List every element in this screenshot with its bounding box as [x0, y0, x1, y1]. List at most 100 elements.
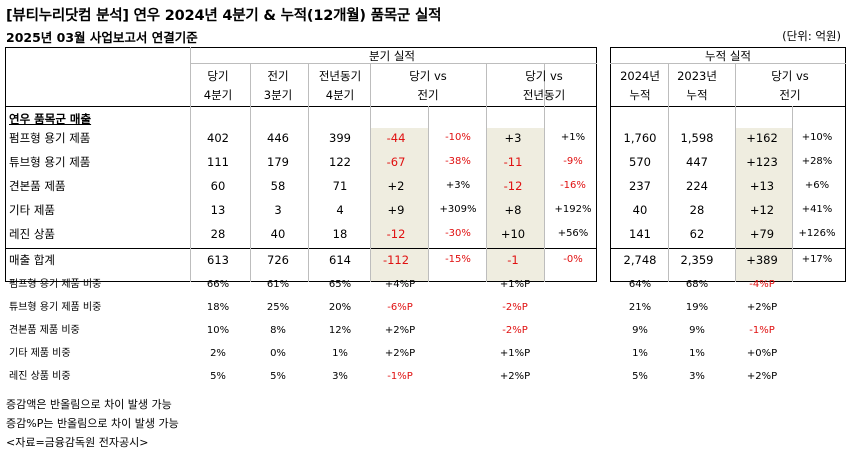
ratio-row-1-current: 18% — [206, 302, 230, 313]
header-qoq-line1: 당기 vs — [409, 69, 447, 83]
row-4-yoy: 18 — [332, 227, 348, 241]
row-1-cumul-diff: +123 — [746, 155, 778, 169]
row-2-cumul-2024: 237 — [629, 179, 651, 193]
footnote-source: <자료=금융감독원 전자공시> — [6, 436, 149, 449]
ratio-row-1-prev: 25% — [266, 302, 290, 313]
header-qoq-line2: 전기 — [417, 88, 439, 102]
ratio-row-4-cumul-pp: +2%P — [746, 371, 778, 382]
grid-h — [610, 63, 846, 64]
ratio-row-3-prev: 0% — [270, 348, 286, 359]
ratio-row-4-cumul-2023: 3% — [689, 371, 705, 382]
report-subtitle: 2025년 03월 사업보고서 연결기준 — [6, 30, 198, 45]
border-total-top-cumul — [610, 248, 846, 249]
ratio-row-2-label: 견본품 제품 비중 — [9, 325, 80, 336]
header-current-q-line1: 당기 — [207, 69, 229, 83]
ratio-row-1-cumul-2024: 21% — [628, 302, 652, 313]
total-row-cumul-2024: 2,748 — [623, 253, 657, 267]
ratio-row-3-qoq-pp: +2%P — [384, 348, 416, 359]
ratio-row-0-cumul-2023: 68% — [685, 279, 709, 290]
row-4-yoy-diff: +10 — [500, 227, 526, 241]
grid-h — [190, 63, 597, 64]
header-2024-cumul-line2: 누적 — [629, 88, 651, 102]
header-yoy-line1: 당기 vs — [525, 69, 563, 83]
highlight-cumul-diff — [735, 128, 792, 282]
row-3-cumul-pct: +41% — [801, 204, 833, 215]
row-2-yoy-diff: -12 — [503, 179, 523, 193]
total-row-yoy-diff: -1 — [507, 253, 519, 267]
row-1-cumul-2023: 447 — [686, 155, 708, 169]
total-row-yoy-pct: -0% — [563, 254, 583, 265]
row-2-yoy-pct: -16% — [560, 180, 586, 191]
page-title: [뷰티누리닷컴 분석] 연우 2024년 4분기 & 누적(12개월) 품목군 … — [6, 8, 442, 24]
ratio-row-0-prev: 61% — [266, 279, 290, 290]
section-title: 연우 품목군 매출 — [9, 112, 92, 126]
row-3-label: 기타 제품 — [9, 203, 55, 217]
row-4-yoy-pct: +56% — [557, 228, 589, 239]
row-2-cumul-pct: +6% — [804, 180, 830, 191]
row-0-yoy: 399 — [329, 131, 351, 145]
header-prev-q-line1: 전기 — [267, 69, 289, 83]
row-1-yoy-pct: -9% — [563, 156, 583, 167]
row-3-qoq-pct: +309% — [439, 204, 477, 215]
row-2-current: 60 — [210, 179, 226, 193]
header-yoy-q-line1: 전년동기 — [318, 69, 362, 83]
grid-v — [428, 106, 429, 282]
header-cumul-diff-line2: 전기 — [779, 88, 801, 102]
highlight-yoy-diff — [486, 128, 544, 282]
border-top-cumul — [610, 47, 846, 48]
row-2-qoq-diff: +2 — [387, 179, 405, 193]
ratio-row-0-label: 펌프형 용기 제품 비중 — [9, 279, 102, 290]
row-0-cumul-pct: +10% — [801, 132, 833, 143]
border-right-quarter — [596, 47, 597, 282]
row-1-current: 111 — [207, 155, 229, 169]
ratio-row-1-yoy-pp: -2%P — [502, 302, 528, 313]
grid-v — [250, 63, 251, 282]
ratio-row-4-current: 5% — [210, 371, 226, 382]
row-2-label: 견본품 제품 — [9, 179, 66, 193]
footnote-2: 증감%P는 반올림으로 차이 발생 가능 — [6, 417, 179, 430]
row-0-qoq-diff: -44 — [386, 131, 406, 145]
unit-label: (단위: 억원) — [782, 29, 841, 43]
total-row-cumul-2023: 2,359 — [680, 253, 714, 267]
ratio-row-1-qoq-pp: -6%P — [387, 302, 413, 313]
row-3-cumul-2023: 28 — [689, 203, 705, 217]
row-3-qoq-diff: +9 — [387, 203, 405, 217]
ratio-row-2-yoy-pp: -2%P — [502, 325, 528, 336]
row-1-prev: 179 — [267, 155, 289, 169]
row-2-yoy: 71 — [332, 179, 348, 193]
ratio-row-1-cumul-2023: 19% — [685, 302, 709, 313]
row-1-qoq-diff: -67 — [386, 155, 406, 169]
row-4-current: 28 — [210, 227, 226, 241]
ratio-row-4-prev: 5% — [270, 371, 286, 382]
ratio-row-2-prev: 8% — [270, 325, 286, 336]
grid-v — [792, 106, 793, 282]
grid-v — [370, 63, 371, 282]
row-2-cumul-diff: +13 — [749, 179, 775, 193]
ratio-row-3-yoy: 1% — [332, 348, 348, 359]
row-1-label: 튜브형 용기 제품 — [9, 155, 91, 169]
row-1-qoq-pct: -38% — [445, 156, 471, 167]
ratio-row-3-cumul-2024: 1% — [632, 348, 648, 359]
row-4-cumul-2024: 141 — [629, 227, 651, 241]
row-3-current: 13 — [210, 203, 226, 217]
header-prev-q-line2: 3분기 — [263, 88, 293, 102]
border-left-cumul — [610, 47, 611, 282]
row-4-cumul-diff: +79 — [749, 227, 775, 241]
grid-v — [190, 47, 191, 282]
ratio-row-3-yoy-pp: +1%P — [499, 348, 531, 359]
ratio-row-2-cumul-2024: 9% — [632, 325, 648, 336]
highlight-qoq-diff — [370, 128, 428, 282]
header-yoy-q-line2: 4분기 — [325, 88, 355, 102]
header-2023-cumul-line1: 2023년 — [677, 69, 717, 83]
total-row-current: 613 — [207, 253, 229, 267]
total-row-prev: 726 — [267, 253, 289, 267]
row-4-qoq-pct: -30% — [445, 228, 471, 239]
header-2024-cumul-line1: 2024년 — [620, 69, 660, 83]
row-0-current: 402 — [207, 131, 229, 145]
row-3-prev: 3 — [274, 203, 282, 217]
row-2-cumul-2023: 224 — [686, 179, 708, 193]
row-0-cumul-diff: +162 — [746, 131, 778, 145]
border-header-bottom-cumul — [610, 106, 846, 107]
row-4-prev: 40 — [270, 227, 286, 241]
row-1-cumul-2024: 570 — [629, 155, 651, 169]
